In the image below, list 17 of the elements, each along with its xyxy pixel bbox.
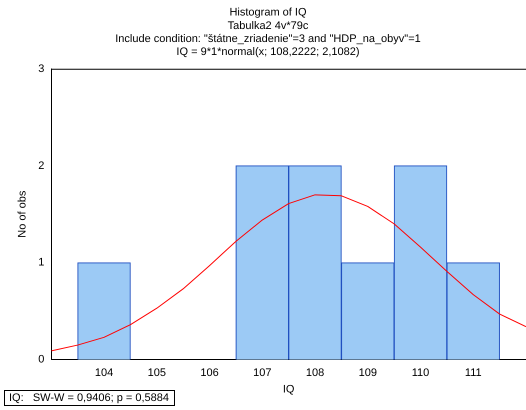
x-tick-label: 105 (148, 367, 166, 380)
y-tick-label: 1 (38, 256, 44, 269)
chart-title: Histogram of IQ (229, 6, 307, 19)
x-tick-label: 106 (200, 367, 219, 380)
x-tick-label: 108 (306, 367, 324, 380)
x-tick-label: 110 (412, 367, 430, 380)
x-tick-label: 107 (253, 367, 272, 380)
y-tick-label: 0 (38, 354, 44, 366)
x-tick-label: 104 (94, 367, 114, 380)
y-tick-label: 2 (38, 160, 44, 172)
x-tick-label: 111 (464, 367, 482, 380)
chart-subtitle: Tabulka2 4v*79c Include condition: "štátne_zriadenie"=3 and "HDP_na_obyv"=1 IQ = 9*1*normal(x; 108,2222; 2,1082) (115, 20, 421, 58)
y-tick-label: 3 (38, 62, 44, 75)
x-axis-title: IQ (282, 383, 295, 396)
x-tick-label: 109 (358, 367, 377, 380)
text: IQ: SW-W = 0,9406; p = 0,5884 (9, 392, 169, 404)
y-axis-title: No of obs (16, 190, 29, 238)
